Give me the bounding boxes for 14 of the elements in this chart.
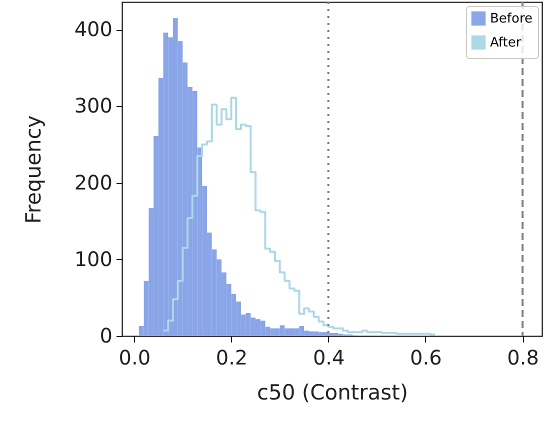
x-tick-label: 0.0 <box>118 346 151 370</box>
x-tick-label: 0.8 <box>507 346 539 370</box>
x-tick-label: 0.4 <box>312 346 345 370</box>
legend-label: After <box>490 36 522 50</box>
y-tick-label: 0 <box>100 324 112 348</box>
y-tick-label: 100 <box>74 246 112 271</box>
legend-label: Before <box>490 12 533 26</box>
y-tick-label: 200 <box>74 170 112 194</box>
x-tick-label: 0.2 <box>216 346 248 370</box>
x-tick-label: 0.6 <box>410 346 442 370</box>
x-axis-title: c50 (Contrast) <box>256 380 408 404</box>
y-tick-label: 300 <box>74 94 112 118</box>
y-tick-label: 400 <box>74 17 112 42</box>
y-axis-title: Frequency <box>21 115 46 224</box>
